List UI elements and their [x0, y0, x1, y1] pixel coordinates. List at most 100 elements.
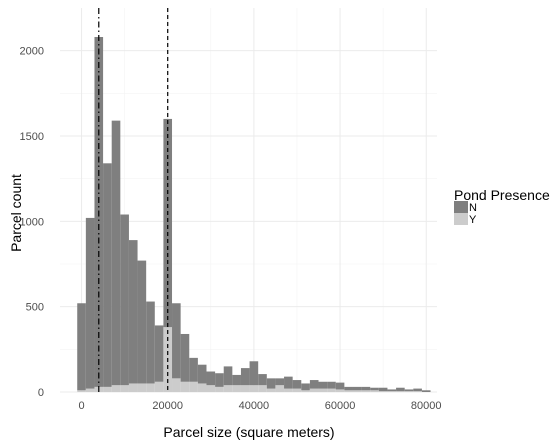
- x-tick-label: 0: [78, 400, 84, 412]
- y-tick-label: 0: [38, 387, 44, 399]
- bar-n: [292, 380, 302, 389]
- bar-y: [215, 386, 224, 392]
- bar-y: [137, 383, 147, 392]
- bar-y: [146, 383, 155, 392]
- legend: Pond Presence N Y: [454, 187, 550, 226]
- bar-n: [206, 371, 216, 386]
- bar-y: [370, 390, 379, 392]
- bar-y: [189, 381, 198, 392]
- x-tick-label: 60000: [325, 400, 356, 412]
- bar-n: [361, 386, 371, 391]
- bar-y: [387, 391, 397, 392]
- bar-n: [180, 333, 190, 382]
- x-tick-label: 20000: [152, 400, 183, 412]
- bar-n: [266, 378, 276, 389]
- bar-n: [327, 381, 336, 389]
- bar-n: [421, 390, 431, 392]
- bar-y: [396, 391, 405, 392]
- bar-y: [344, 390, 353, 392]
- bar-y: [327, 388, 336, 392]
- bar-y: [318, 388, 328, 392]
- bar-y: [266, 388, 276, 392]
- bar-n: [154, 325, 164, 382]
- bar-n: [335, 382, 345, 390]
- bar-y: [103, 386, 112, 392]
- bar-y: [206, 385, 216, 392]
- bar-y: [197, 383, 207, 392]
- legend-title: Pond Presence: [454, 187, 550, 203]
- bar-n: [232, 374, 241, 386]
- y-axis-title: Parcel count: [8, 174, 24, 252]
- bar-y: [352, 390, 362, 392]
- bar-n: [344, 386, 353, 391]
- legend-label-y: Y: [469, 214, 477, 226]
- bar-y: [284, 388, 293, 392]
- bar-y: [301, 390, 310, 392]
- y-axis-ticks: 0 500 1000 1500 2000: [20, 46, 44, 399]
- bar-n: [128, 240, 138, 384]
- reference-lines: [98, 8, 169, 392]
- bar-n: [396, 387, 405, 392]
- bar-n: [284, 376, 293, 389]
- bar-n: [120, 214, 129, 386]
- bar-n: [309, 380, 319, 389]
- bar-n: [111, 120, 121, 386]
- y-tick-label: 1500: [20, 131, 44, 143]
- bar-y: [249, 385, 259, 392]
- bar-y: [309, 388, 319, 392]
- bar-n: [197, 364, 207, 384]
- bar-n: [318, 381, 328, 389]
- bar-y: [361, 390, 371, 392]
- bar-y: [404, 391, 414, 392]
- bar-y: [335, 389, 345, 392]
- bar-y: [111, 385, 121, 392]
- bar-y: [223, 385, 233, 392]
- bar-n: [378, 387, 388, 392]
- x-axis-title: Parcel size (square meters): [163, 424, 334, 440]
- bar-n: [258, 374, 267, 386]
- bar-y: [413, 391, 422, 392]
- legend-swatch-n: [454, 201, 468, 213]
- bar-n: [387, 389, 397, 392]
- bar-y: [180, 381, 190, 392]
- bar-n: [352, 386, 362, 391]
- bar-n: [249, 361, 259, 386]
- bar-y: [258, 385, 267, 392]
- bar-y: [232, 385, 241, 392]
- bar-n: [413, 388, 422, 392]
- bar-y: [128, 383, 138, 392]
- y-tick-label: 1000: [20, 216, 44, 228]
- bar-n: [163, 118, 173, 328]
- bar-y: [154, 381, 164, 392]
- bar-n: [275, 378, 285, 386]
- legend-swatch-y: [454, 213, 468, 225]
- bar-n: [103, 163, 112, 387]
- x-tick-label: 80000: [411, 400, 442, 412]
- bar-n: [240, 368, 250, 386]
- bar-y: [240, 385, 250, 392]
- legend-label-n: N: [469, 202, 477, 214]
- bar-n: [215, 373, 224, 387]
- bar-y: [120, 385, 129, 392]
- bar-n: [77, 303, 86, 391]
- y-tick-label: 2000: [20, 46, 44, 58]
- bar-n: [146, 301, 155, 384]
- bar-y: [292, 388, 302, 392]
- bar-n: [370, 387, 379, 391]
- bar-n: [404, 389, 414, 392]
- bar-y: [85, 388, 95, 392]
- x-tick-label: 40000: [239, 400, 270, 412]
- bar-y: [77, 390, 86, 392]
- bar-n: [85, 217, 95, 389]
- bar-n: [189, 357, 198, 382]
- bar-y: [172, 378, 181, 392]
- bar-y: [378, 391, 388, 392]
- x-axis-ticks: 0 20000 40000 60000 80000: [78, 400, 441, 412]
- bar-n: [172, 303, 181, 379]
- bar-n: [137, 260, 147, 384]
- bar-n: [301, 383, 310, 391]
- bar-n: [223, 366, 233, 386]
- bar-y: [275, 385, 285, 392]
- y-tick-label: 500: [26, 302, 44, 314]
